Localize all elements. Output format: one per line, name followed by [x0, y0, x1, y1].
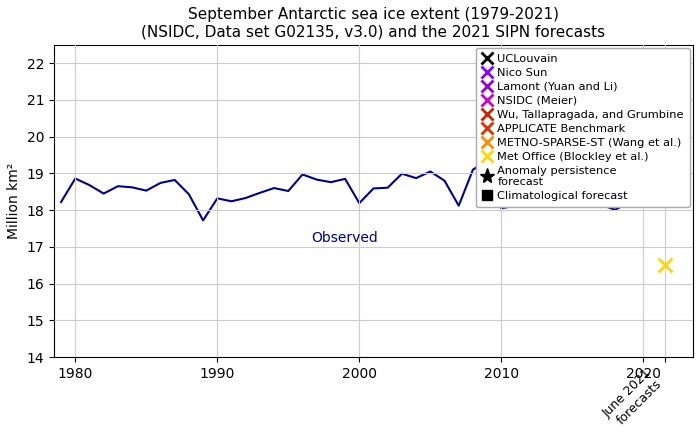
Legend: UCLouvain, Nico Sun, Lamont (Yuan and Li), NSIDC (Meier), Wu, Tallapragada, and : UCLouvain, Nico Sun, Lamont (Yuan and Li…: [476, 48, 690, 207]
Text: Observed: Observed: [312, 231, 379, 245]
Title: September Antarctic sea ice extent (1979-2021)
(NSIDC, Data set G02135, v3.0) an: September Antarctic sea ice extent (1979…: [141, 7, 606, 39]
Y-axis label: Million km²: Million km²: [7, 163, 21, 239]
